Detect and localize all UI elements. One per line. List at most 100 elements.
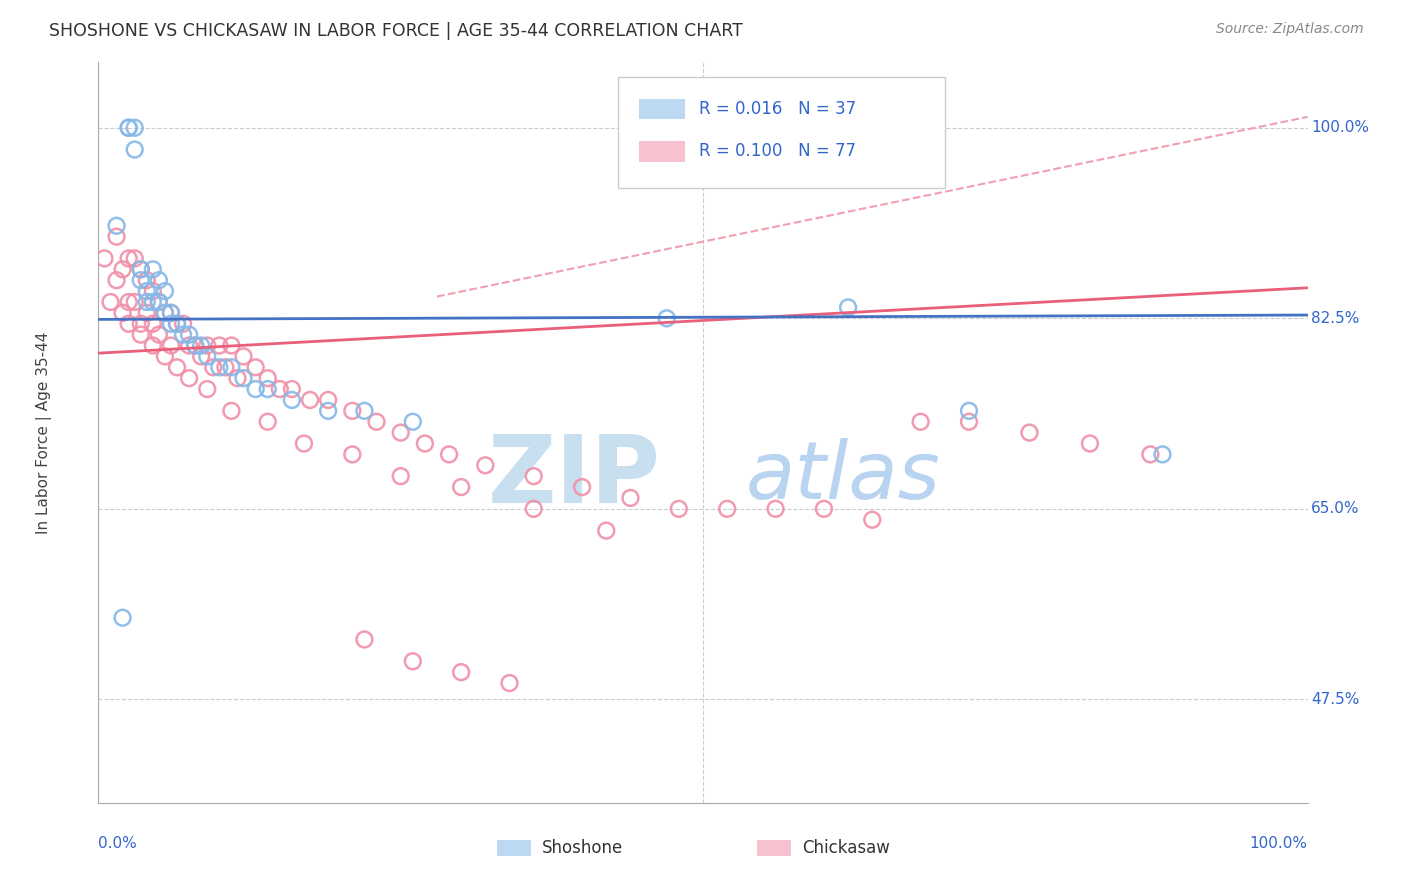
Point [595,524,617,538]
Point [402,415,425,429]
Point [221,360,243,375]
Point [1152,447,1174,461]
Point [226,371,249,385]
Point [105,273,128,287]
Point [655,311,678,326]
Point [124,120,146,135]
Text: In Labor Force | Age 35-44: In Labor Force | Age 35-44 [37,332,52,533]
Point [172,317,194,331]
Point [153,306,176,320]
Point [148,295,170,310]
Point [437,447,460,461]
Point [153,306,176,320]
Point [910,415,932,429]
Point [190,350,212,364]
FancyBboxPatch shape [498,840,531,856]
Text: Source: ZipAtlas.com: Source: ZipAtlas.com [1216,22,1364,37]
Point [179,327,201,342]
FancyBboxPatch shape [638,141,685,161]
Point [353,632,375,647]
Point [179,338,201,352]
Point [118,120,141,135]
FancyBboxPatch shape [758,840,792,856]
Point [957,404,980,418]
Point [256,371,278,385]
Point [160,317,183,331]
Point [105,229,128,244]
Point [208,360,231,375]
Point [353,404,375,418]
Point [166,317,188,331]
Point [245,360,267,375]
Point [245,382,267,396]
Point [221,404,243,418]
Point [523,469,546,483]
Text: R = 0.016   N = 37: R = 0.016 N = 37 [699,100,856,118]
Point [129,262,152,277]
Point [142,284,165,298]
Point [135,273,157,287]
Point [118,317,141,331]
Point [142,262,165,277]
Point [232,350,254,364]
Point [299,392,322,407]
Point [142,338,165,352]
Text: 100.0%: 100.0% [1312,120,1369,136]
Point [1078,436,1101,450]
Text: 82.5%: 82.5% [1312,310,1360,326]
Point [316,392,339,407]
Point [232,371,254,385]
Point [474,458,496,473]
Point [118,252,141,266]
Point [153,284,176,298]
Point [716,501,738,516]
Point [160,306,183,320]
Point [118,295,141,310]
Point [148,273,170,287]
Point [129,317,152,331]
Point [111,611,134,625]
Point [256,382,278,396]
Point [316,404,339,418]
Point [256,415,278,429]
Point [402,654,425,668]
Point [166,317,188,331]
Point [129,327,152,342]
Point [765,501,787,516]
Point [214,360,236,375]
Point [523,501,546,516]
Point [498,676,520,690]
Point [105,219,128,233]
Text: SHOSHONE VS CHICKASAW IN LABOR FORCE | AGE 35-44 CORRELATION CHART: SHOSHONE VS CHICKASAW IN LABOR FORCE | A… [49,22,744,40]
Point [148,327,170,342]
Point [668,501,690,516]
Point [1018,425,1040,440]
Point [413,436,436,450]
Point [172,327,194,342]
Text: Chickasaw: Chickasaw [803,839,890,857]
FancyBboxPatch shape [638,99,685,120]
Point [124,143,146,157]
Point [148,295,170,310]
Point [153,350,176,364]
Point [118,120,141,135]
Text: ZIP: ZIP [488,431,661,523]
Point [813,501,835,516]
Point [619,491,641,505]
Text: 100.0%: 100.0% [1250,836,1308,851]
Text: 0.0%: 0.0% [98,836,138,851]
Point [124,295,146,310]
Text: 47.5%: 47.5% [1312,692,1360,706]
Point [160,338,183,352]
Point [292,436,315,450]
Text: 65.0%: 65.0% [1312,501,1360,516]
Point [837,301,859,315]
Point [184,338,207,352]
Point [190,338,212,352]
Point [93,252,115,266]
Point [366,415,388,429]
Point [142,317,165,331]
Point [179,371,201,385]
Point [195,338,218,352]
Point [129,273,152,287]
